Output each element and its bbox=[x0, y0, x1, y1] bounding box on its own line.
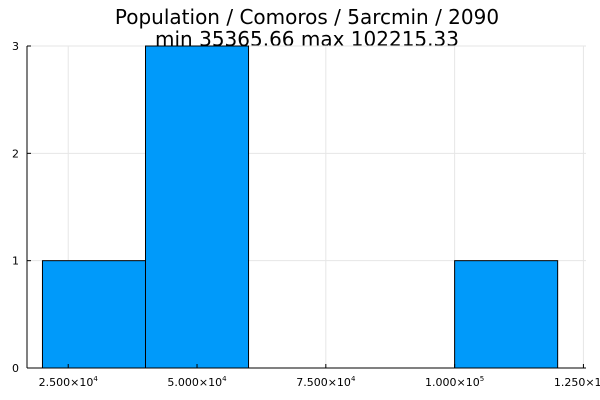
y-tick-label: 1 bbox=[12, 255, 19, 268]
tick-labels: 0 1 2 3 2.500×104 5.000×104 7.500×104 1.000×105… bbox=[12, 40, 600, 389]
x-tick-label: 5.000×104 bbox=[167, 375, 227, 389]
y-tick-label: 3 bbox=[12, 40, 19, 53]
histogram-bar bbox=[454, 260, 559, 369]
x-tick-label: 7.500×104 bbox=[296, 375, 356, 389]
chart-title: Population / Comoros / 5arcmin / 2090 bbox=[115, 5, 499, 29]
x-tick-label: 2.500×104 bbox=[39, 375, 99, 389]
y-tick-label: 2 bbox=[12, 147, 19, 160]
histogram-bar bbox=[41, 260, 146, 369]
axes bbox=[26, 45, 586, 369]
bars bbox=[41, 45, 559, 369]
x-tick-label: 1.250×105 bbox=[554, 375, 600, 389]
y-tick-label: 0 bbox=[12, 362, 19, 375]
histogram-bar bbox=[144, 45, 250, 369]
x-tick-label: 1.000×105 bbox=[425, 375, 484, 389]
